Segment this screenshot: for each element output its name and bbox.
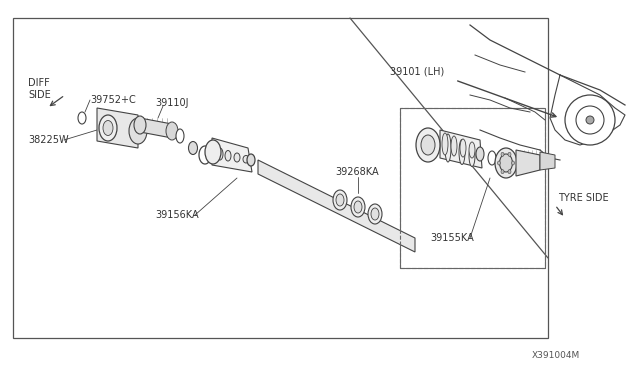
Ellipse shape (205, 140, 221, 164)
Ellipse shape (368, 204, 382, 224)
Ellipse shape (511, 161, 515, 165)
Ellipse shape (421, 135, 435, 155)
Text: 39110J: 39110J (155, 98, 189, 108)
Text: X391004M: X391004M (532, 350, 580, 359)
Ellipse shape (459, 140, 465, 164)
Ellipse shape (508, 170, 511, 174)
Ellipse shape (78, 112, 86, 124)
Ellipse shape (336, 194, 344, 206)
Ellipse shape (488, 151, 496, 165)
Ellipse shape (217, 148, 223, 160)
Ellipse shape (354, 201, 362, 213)
Ellipse shape (234, 153, 240, 162)
Ellipse shape (586, 116, 594, 124)
Text: TYRE SIDE: TYRE SIDE (558, 193, 609, 203)
Polygon shape (13, 18, 548, 338)
Text: 39156KA: 39156KA (155, 210, 198, 220)
Bar (400, 108, 545, 268)
Polygon shape (258, 160, 415, 252)
Ellipse shape (476, 147, 484, 161)
Ellipse shape (497, 161, 500, 165)
Ellipse shape (501, 170, 504, 174)
Ellipse shape (371, 208, 379, 220)
Ellipse shape (166, 122, 178, 140)
Ellipse shape (333, 190, 347, 210)
Text: 39155KA: 39155KA (430, 233, 474, 243)
Ellipse shape (189, 141, 198, 154)
Ellipse shape (99, 115, 117, 141)
Polygon shape (212, 138, 252, 172)
Polygon shape (140, 118, 172, 138)
Ellipse shape (469, 142, 475, 158)
Ellipse shape (469, 145, 475, 167)
Text: DIFF
SIDE: DIFF SIDE (28, 78, 51, 100)
Ellipse shape (129, 118, 147, 144)
Ellipse shape (460, 139, 466, 157)
Ellipse shape (247, 154, 255, 166)
Ellipse shape (495, 148, 517, 178)
Polygon shape (440, 130, 482, 168)
Polygon shape (540, 152, 555, 170)
Ellipse shape (501, 153, 504, 156)
Ellipse shape (351, 197, 365, 217)
Ellipse shape (103, 121, 113, 135)
Ellipse shape (243, 155, 249, 163)
Text: 38225W: 38225W (28, 135, 68, 145)
Ellipse shape (565, 95, 615, 145)
Ellipse shape (451, 136, 457, 156)
Ellipse shape (508, 153, 511, 156)
Ellipse shape (445, 134, 451, 162)
Ellipse shape (134, 116, 146, 134)
Text: 39268KA: 39268KA (335, 167, 379, 177)
Ellipse shape (225, 151, 231, 161)
Polygon shape (97, 108, 138, 148)
Text: 39101 (LH): 39101 (LH) (390, 67, 444, 77)
Ellipse shape (416, 128, 440, 162)
Polygon shape (516, 150, 540, 176)
Ellipse shape (442, 133, 448, 155)
Text: 39752+C: 39752+C (90, 95, 136, 105)
Ellipse shape (176, 129, 184, 143)
Ellipse shape (499, 154, 513, 172)
Ellipse shape (576, 106, 604, 134)
